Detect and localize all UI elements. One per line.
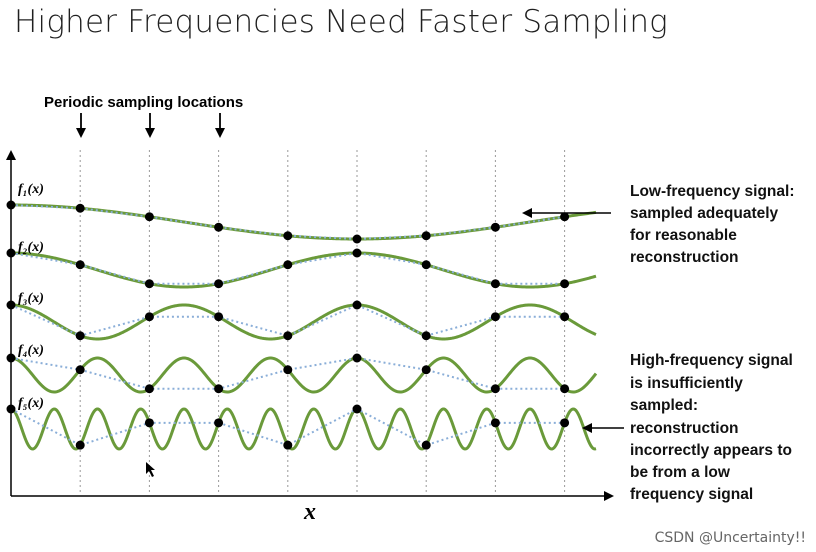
f5-sample-point-3	[214, 418, 224, 428]
f4-sample-point-6	[421, 365, 431, 375]
f1-sample-point-0	[6, 200, 16, 210]
f4-reconstruction	[10, 356, 565, 390]
high-frequency-annotation: High-frequency signal is insufficiently …	[630, 352, 797, 503]
f2-sample-point-7	[490, 279, 500, 289]
f5-sample-point-5	[352, 404, 362, 414]
f1-label: f₁(x)	[18, 182, 44, 197]
f4-sample-point-7	[490, 384, 500, 394]
f5-sample-point-1	[75, 440, 85, 450]
f4-sample-point-4	[283, 365, 293, 375]
f3-sample-point-0	[6, 300, 16, 310]
f1-sample-point-3	[214, 222, 224, 232]
f2-sample-point-3	[214, 279, 224, 289]
f4-label: f₄(x)	[18, 343, 44, 358]
f1-signal-curve	[11, 203, 597, 241]
f1-sample-point-6	[421, 231, 431, 241]
f3-sample-point-7	[490, 312, 500, 322]
f1-sample-point-7	[490, 222, 500, 232]
f5-signal-curve	[10, 407, 597, 451]
f3-sample-point-5	[352, 300, 362, 310]
f3-sample-point-2	[144, 312, 154, 322]
f2-signal-curve	[11, 251, 597, 289]
f2-sample-point-6	[421, 260, 431, 270]
f3-sample-point-1	[75, 331, 85, 341]
x-axis-label: x	[303, 499, 316, 525]
sampling-locations-label: Periodic sampling locations	[44, 94, 243, 111]
f5-sample-point-7	[490, 418, 500, 428]
f2-sample-point-4	[283, 260, 293, 270]
f4-sample-point-1	[75, 365, 85, 375]
f3-label: f₃(x)	[18, 291, 44, 306]
f2-sample-point-0	[6, 248, 16, 258]
f4-sample-point-5	[352, 353, 362, 363]
f5-sample-point-0	[6, 404, 16, 414]
f1-sample-point-8	[560, 212, 570, 222]
f1-sample-point-4	[283, 231, 293, 241]
f2-sample-point-1	[75, 260, 85, 270]
f3-signal-curve	[10, 303, 597, 341]
slide-title: Higher Frequencies Need Faster Sampling	[14, 4, 668, 40]
f4-sample-point-2	[144, 384, 154, 394]
f5-sample-point-4	[283, 440, 293, 450]
f1-sample-point-2	[144, 212, 154, 222]
f5-sample-point-8	[560, 418, 570, 428]
cursor-icon	[146, 462, 155, 477]
f1-sample-point-5	[352, 234, 362, 244]
low-frequency-annotation: Low-frequency signal: sampled adequately…	[630, 183, 799, 266]
f5-sample-point-6	[421, 440, 431, 450]
f4-sample-point-0	[6, 353, 16, 363]
f4-sample-point-8	[560, 384, 570, 394]
f3-sample-point-4	[283, 331, 293, 341]
f3-sample-point-6	[421, 331, 431, 341]
f4-sample-point-3	[214, 384, 224, 394]
f2-sample-point-8	[560, 279, 570, 289]
watermark: CSDN @Uncertainty!!	[654, 530, 806, 546]
f4-signal-curve	[10, 356, 598, 394]
f5-label: f₅(x)	[18, 396, 44, 411]
f5-sample-point-2	[144, 418, 154, 428]
f3-sample-point-3	[214, 312, 224, 322]
f3-sample-point-8	[560, 312, 570, 322]
f2-sample-point-2	[144, 279, 154, 289]
f1-sample-point-1	[75, 203, 85, 213]
f2-sample-point-5	[352, 248, 362, 258]
f2-reconstruction	[10, 251, 565, 285]
f2-label: f₂(x)	[18, 240, 44, 255]
